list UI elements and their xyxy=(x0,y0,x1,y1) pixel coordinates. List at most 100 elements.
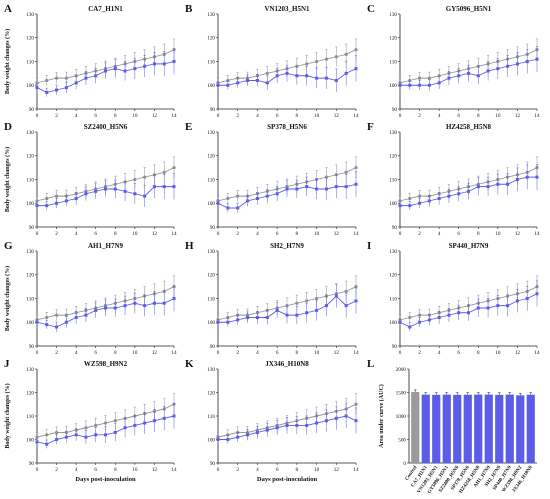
panel-letter: K xyxy=(185,358,194,370)
y-axis-label: Body weight changes (%) xyxy=(4,266,11,331)
virus-point xyxy=(476,185,480,189)
virus-point xyxy=(55,201,59,205)
virus-point xyxy=(35,204,39,208)
virus-point xyxy=(427,318,431,322)
control-point xyxy=(344,289,348,293)
y-tick-label: 100 xyxy=(389,320,397,326)
x-tick-label: 6 xyxy=(94,231,97,237)
bar xyxy=(474,394,483,463)
virus-point xyxy=(486,69,490,73)
y-tick-label: 100 xyxy=(26,83,34,89)
virus-point xyxy=(35,320,39,324)
control-point xyxy=(354,402,358,406)
x-tick-label: 10 xyxy=(132,467,138,473)
x-tick-label: 14 xyxy=(534,350,540,356)
x-tick-label: 0 xyxy=(36,231,39,237)
virus-point xyxy=(162,416,166,420)
control-point xyxy=(344,170,348,174)
x-tick-label: 6 xyxy=(457,231,460,237)
virus-point xyxy=(246,79,250,82)
x-tick-label: 10 xyxy=(314,467,320,473)
panel-letter: F xyxy=(367,121,374,133)
virus-point xyxy=(315,76,319,80)
panel-title: SP378_H5N6 xyxy=(267,123,307,131)
x-tick-label: 12 xyxy=(515,231,521,237)
x-tick-label: 8 xyxy=(114,467,117,473)
y-tick-label: 120 xyxy=(26,273,34,279)
y-tick-label: 1500 xyxy=(396,390,407,396)
virus-point xyxy=(246,316,250,319)
y-axis-label: Body weight changes (%) xyxy=(4,383,11,448)
panel-a: A CA7_H1N1 90 100 110 120 130 0 2 4 6 8 10 12 14 Body w… xyxy=(4,3,177,119)
virus-point xyxy=(398,320,402,324)
y-tick-label: 100 xyxy=(207,320,215,326)
control-point xyxy=(398,199,402,203)
bar xyxy=(526,394,535,463)
control-point xyxy=(162,170,166,174)
y-tick-label: 120 xyxy=(26,390,34,396)
virus-point xyxy=(45,204,49,208)
virus-point xyxy=(315,187,319,191)
virus-point xyxy=(152,185,156,189)
panel-title: HZ4258_H5N8 xyxy=(446,123,492,131)
x-tick-label: 12 xyxy=(515,113,521,119)
virus-point xyxy=(525,175,529,179)
virus-point xyxy=(324,187,328,191)
y-tick-label: 130 xyxy=(389,12,397,18)
x-tick-label: 8 xyxy=(296,350,299,356)
virus-point xyxy=(295,74,299,78)
virus-point xyxy=(467,311,470,315)
y-tick-label: 2000 xyxy=(396,367,407,373)
virus-point xyxy=(447,76,451,80)
x-tick-label: 2 xyxy=(55,113,58,119)
x-tick-label: 14 xyxy=(353,350,359,356)
panel-h: H SH2_H7N9 90 100 110 120 130 0 2 4 6 8 10 12 14 xyxy=(185,240,359,356)
control-point xyxy=(54,430,59,435)
control-point xyxy=(143,175,147,179)
virus-point xyxy=(216,201,220,205)
y-tick-label: 90 xyxy=(210,107,216,113)
virus-point xyxy=(123,304,127,308)
virus-point xyxy=(104,433,107,437)
control-point xyxy=(94,423,98,427)
virus-point xyxy=(265,194,269,198)
y-tick-label: 110 xyxy=(26,296,34,302)
y-tick-label: 110 xyxy=(389,177,397,183)
panel-title: JX346_H10N8 xyxy=(265,360,309,368)
y-tick-label: 100 xyxy=(207,437,215,443)
control-point xyxy=(344,52,348,56)
control-point xyxy=(334,173,338,177)
bar xyxy=(484,394,493,463)
panel-title: SH2_H7N9 xyxy=(270,242,304,250)
virus-point xyxy=(226,206,230,210)
x-tick-label: 14 xyxy=(353,467,359,473)
panel-e: E SP378_H5N6 90 100 110 120 130 0 2 4 6 8 10 12 14 xyxy=(185,121,359,237)
control-point xyxy=(226,433,230,437)
virus-point xyxy=(246,199,250,203)
virus-point xyxy=(324,419,328,423)
x-tick-label: 6 xyxy=(94,467,97,473)
virus-point xyxy=(152,301,156,305)
control-point xyxy=(417,76,422,80)
y-tick-label: 120 xyxy=(207,36,215,42)
control-point xyxy=(408,78,412,83)
virus-point xyxy=(275,308,279,312)
control-point xyxy=(45,433,49,437)
virus-point xyxy=(226,438,230,441)
control-point xyxy=(334,55,338,59)
panel-title: SZ2400_H5N6 xyxy=(84,123,128,131)
virus-point xyxy=(123,69,127,73)
virus-point xyxy=(216,320,220,324)
virus-point xyxy=(74,316,78,319)
y-axis-label: Body weight changes (%) xyxy=(4,147,11,212)
x-tick-label: 4 xyxy=(256,231,259,237)
virus-point xyxy=(324,76,328,80)
virus-point xyxy=(496,304,500,308)
x-tick-label: 0 xyxy=(36,467,39,473)
x-tick-label: 8 xyxy=(296,113,299,119)
virus-point xyxy=(354,182,358,186)
control-point xyxy=(64,76,68,80)
x-tick-label: 14 xyxy=(171,231,177,237)
x-tick-label: 14 xyxy=(534,231,540,237)
